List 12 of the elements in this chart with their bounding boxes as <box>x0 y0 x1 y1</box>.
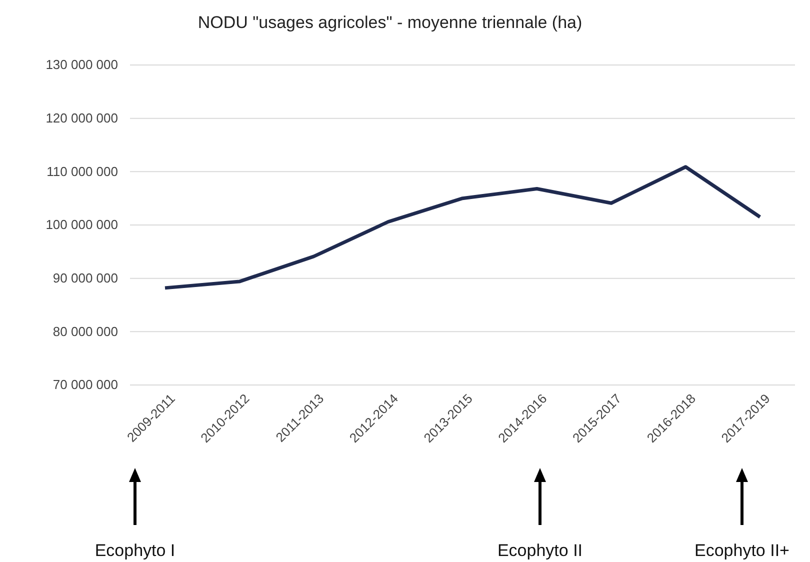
y-tick-label: 130 000 000 <box>46 57 118 72</box>
text: Ecophyto II <box>497 541 583 560</box>
y-tick-label: 120 000 000 <box>46 110 118 126</box>
y-tick-label: 100 000 000 <box>46 217 118 232</box>
y-tick-label: 110 000 000 <box>46 164 118 179</box>
text: Ecophyto II+ <box>694 541 790 560</box>
y-tick-label: 90 000 000 <box>52 270 118 286</box>
line-series <box>163 165 762 290</box>
y-tick-label: 80 000 000 <box>52 324 118 339</box>
chart-title: NODU "usages agricoles" - moyenne triennale (ha) <box>198 13 582 32</box>
text: Ecophyto I <box>94 541 176 560</box>
y-tick-label: 70 000 000 <box>52 377 118 392</box>
